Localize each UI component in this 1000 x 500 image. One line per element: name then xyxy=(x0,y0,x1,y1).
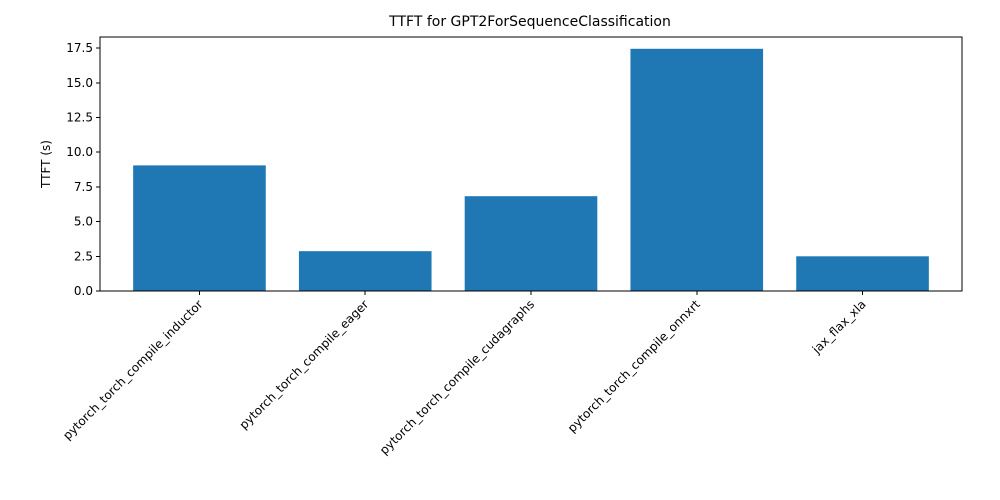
x-axis-ticks: pytorch_torch_compile_inductor pytorch_to… xyxy=(60,291,869,457)
x-tick-label: pytorch_torch_compile_onnxrt xyxy=(565,297,703,435)
bar-pytorch-torch-compile-eager xyxy=(298,251,432,291)
bars-layer xyxy=(133,48,929,291)
y-axis-title: TTFT (s) xyxy=(39,140,53,189)
y-tick-label: 17.5 xyxy=(66,41,93,55)
x-tick-label: pytorch_torch_compile_inductor xyxy=(60,297,205,442)
x-tick-label: pytorch_torch_compile_eager xyxy=(237,297,372,432)
y-tick-label: 15.0 xyxy=(66,76,93,90)
bar-pytorch-torch-compile-inductor xyxy=(133,165,266,291)
y-tick-label: 12.5 xyxy=(66,111,93,125)
y-tick-label: 5.0 xyxy=(74,215,93,229)
plot-frame xyxy=(99,36,963,292)
x-tick-label: pytorch_torch_compile_cudagraphs xyxy=(377,297,537,457)
chart-title: TTFT for GPT2ForSequenceClassification xyxy=(388,14,671,30)
x-tick-label: jax_flax_xla xyxy=(809,297,869,357)
bar-jax-flax-xla xyxy=(796,256,929,291)
bar-pytorch-torch-compile-cudagraphs xyxy=(464,196,598,291)
y-tick-label: 10.0 xyxy=(66,145,93,159)
y-axis-ticks: 0.0 2.5 5.0 7.5 10.0 12.5 15.0 17.5 xyxy=(66,41,100,298)
y-tick-label: 0.0 xyxy=(74,284,93,298)
y-tick-label: 2.5 xyxy=(74,249,93,263)
y-tick-label: 7.5 xyxy=(74,180,93,194)
bar-pytorch-torch-compile-onnxrt xyxy=(630,48,764,291)
